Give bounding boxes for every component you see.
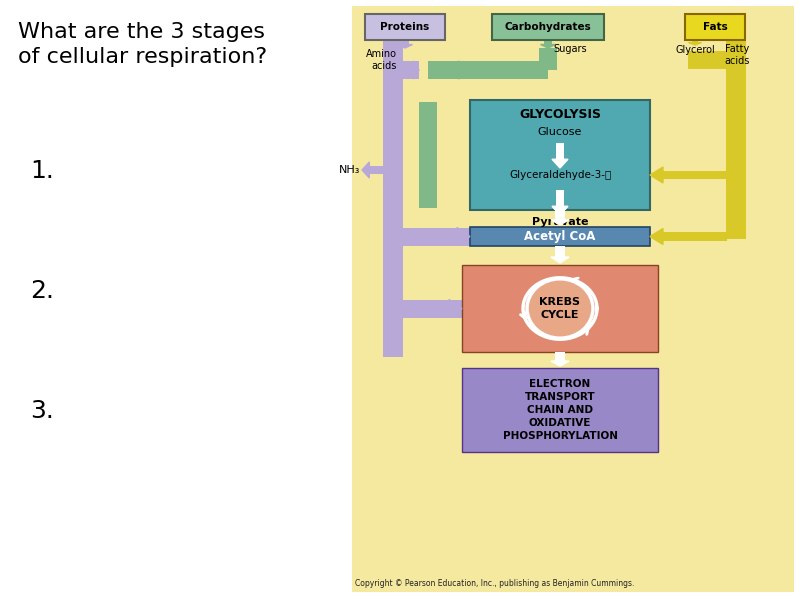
Bar [403,232,457,241]
Text: What are the 3 stages
of cellular respiration?: What are the 3 stages of cellular respir… [18,22,267,67]
Polygon shape [552,206,568,215]
Bar [470,100,650,210]
Text: Acetyl CoA: Acetyl CoA [524,230,596,243]
Bar [692,38,698,43]
Bar [419,102,437,208]
Bar [544,38,552,44]
Text: Amino
acids: Amino acids [366,49,397,71]
Text: Sugars: Sugars [553,44,586,54]
Bar [539,48,557,70]
FancyBboxPatch shape [365,14,445,40]
Bar [556,143,564,159]
Polygon shape [398,44,413,48]
Text: Pyruvate: Pyruvate [532,217,588,227]
Bar [556,190,564,206]
Text: Glyceraldehyde-3-Ⓟ: Glyceraldehyde-3-Ⓟ [509,170,611,180]
Text: 2.: 2. [30,279,54,303]
Bar [383,40,403,357]
Bar [555,246,565,257]
Bar [732,38,738,41]
Text: Glycerol: Glycerol [675,45,715,55]
Text: GLYCOLYSIS: GLYCOLYSIS [519,108,601,121]
FancyBboxPatch shape [492,14,604,40]
Bar [428,61,548,79]
Bar [403,304,449,313]
Bar [462,368,658,452]
Bar [403,299,462,317]
Polygon shape [458,61,470,79]
Text: Glucose: Glucose [538,127,582,137]
Bar [688,51,746,69]
FancyBboxPatch shape [685,14,745,40]
Ellipse shape [527,279,593,338]
Polygon shape [552,159,568,168]
Text: 3.: 3. [30,399,54,423]
Text: Proteins: Proteins [380,22,430,32]
Polygon shape [541,44,555,48]
Bar [403,65,414,74]
Bar [403,61,419,79]
Polygon shape [729,41,742,42]
Text: 1.: 1. [30,159,54,183]
Text: Carbohydrates: Carbohydrates [505,22,591,32]
Polygon shape [551,257,569,263]
Bar [470,227,650,246]
Text: ELECTRON
TRANSPORT
CHAIN AND
OXIDATIVE
PHOSPHORYLATION: ELECTRON TRANSPORT CHAIN AND OXIDATIVE P… [502,379,618,442]
Bar [728,42,746,60]
Bar [370,166,383,174]
Polygon shape [650,229,663,245]
Text: NH₃: NH₃ [338,165,360,175]
Text: Fatty
acids: Fatty acids [724,44,750,65]
Bar [663,171,727,179]
Bar [726,34,746,238]
Polygon shape [414,61,419,79]
Text: KREBS
CYCLE: KREBS CYCLE [539,297,581,320]
Bar [555,210,565,220]
Text: Fats: Fats [702,22,727,32]
Bar [352,6,794,592]
Polygon shape [457,227,470,245]
Bar [462,265,658,352]
Polygon shape [689,43,702,45]
Text: Copyright © Pearson Education, Inc., publishing as Benjamin Cummings.: Copyright © Pearson Education, Inc., pub… [355,579,634,588]
Polygon shape [650,167,663,183]
Polygon shape [362,162,370,178]
Bar [663,232,727,241]
Polygon shape [551,361,569,366]
Bar [437,65,458,74]
Polygon shape [551,220,569,225]
Bar [401,38,409,44]
Bar [403,227,470,245]
Bar [555,352,565,361]
Polygon shape [449,299,462,317]
